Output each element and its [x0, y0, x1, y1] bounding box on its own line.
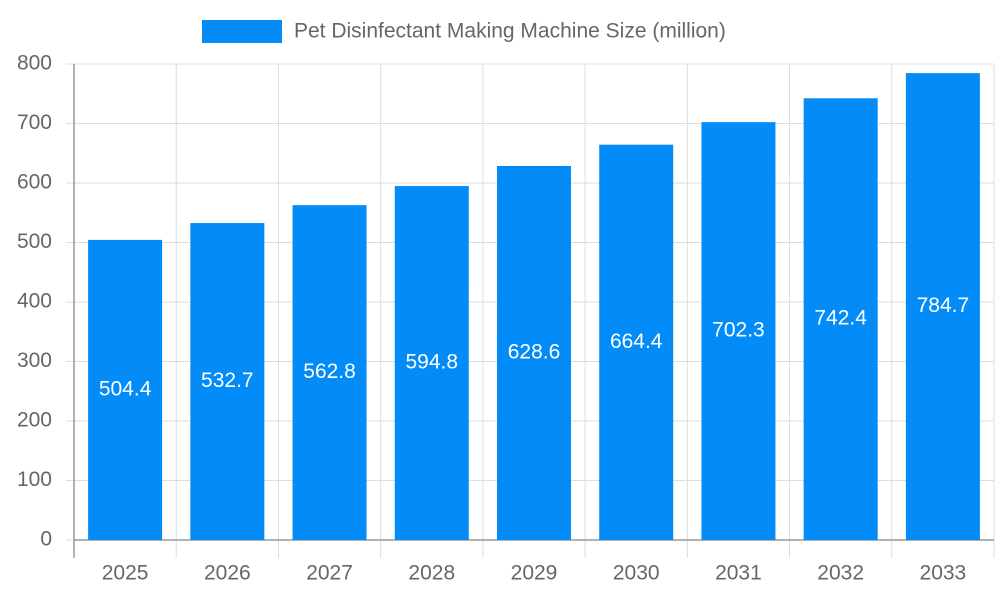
y-tick-label: 400	[17, 290, 52, 313]
value-label: 742.4	[814, 307, 867, 330]
bar	[599, 144, 674, 540]
y-tick-label: 600	[17, 171, 52, 194]
bar	[394, 186, 469, 540]
y-tick-label: 200	[17, 409, 52, 432]
bar	[701, 122, 776, 540]
x-tick-label: 2033	[920, 562, 967, 585]
value-label: 664.4	[610, 330, 663, 353]
value-label: 628.6	[508, 341, 561, 364]
x-tick-label: 2025	[102, 562, 149, 585]
bar	[292, 205, 367, 540]
bar	[88, 239, 163, 540]
x-tick-label: 2032	[817, 562, 864, 585]
x-tick-label: 2027	[306, 562, 353, 585]
value-label: 562.8	[303, 360, 356, 383]
y-tick-label: 500	[17, 230, 52, 253]
y-tick-label: 700	[17, 111, 52, 134]
y-tick-label: 800	[17, 52, 52, 75]
bar	[497, 165, 571, 540]
bar	[803, 98, 878, 540]
y-tick-label: 0	[40, 528, 52, 551]
x-tick-label: 2030	[613, 562, 660, 585]
bar	[190, 223, 265, 540]
x-tick-label: 2026	[204, 562, 251, 585]
x-tick-label: 2031	[715, 562, 762, 585]
value-label: 702.3	[712, 319, 765, 342]
legend-swatch	[202, 20, 282, 43]
x-tick-label: 2028	[408, 562, 455, 585]
bar	[905, 73, 980, 540]
x-tick-label: 2029	[511, 562, 558, 585]
value-label: 504.4	[99, 377, 152, 400]
legend-label: Pet Disinfectant Making Machine Size (mi…	[294, 20, 726, 43]
y-tick-label: 300	[17, 349, 52, 372]
value-label: 532.7	[201, 369, 254, 392]
y-tick-label: 100	[17, 468, 52, 491]
value-label: 594.8	[405, 351, 458, 374]
value-label: 784.7	[917, 294, 970, 317]
